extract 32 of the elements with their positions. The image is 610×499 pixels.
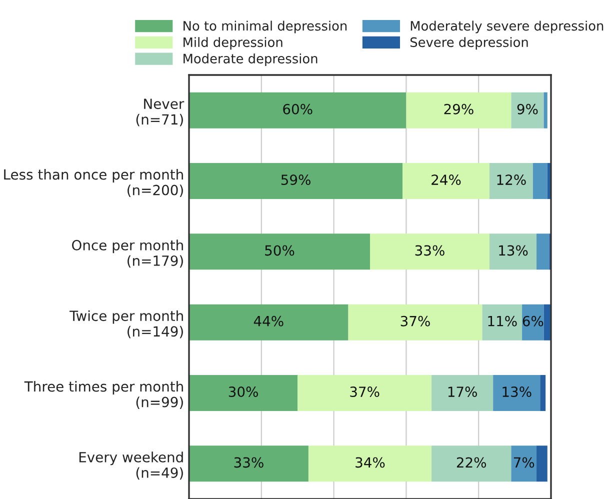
data-label: 60% [283, 104, 312, 114]
data-label: 29% [444, 104, 474, 114]
data-label: 7% [514, 457, 534, 468]
data-label: 59% [281, 174, 310, 186]
legend-label: Severe depression [410, 37, 528, 50]
data-label: 13% [502, 386, 532, 398]
data-label: 17% [448, 386, 477, 398]
data-label: 37% [400, 316, 430, 326]
y-tick-label: Less than once per month (n=200) [4, 169, 183, 197]
y-tick-label: Twice per month (n=149) [70, 310, 183, 338]
data-label: 44% [254, 316, 284, 326]
legend-label: Moderate depression [184, 53, 318, 66]
data-label: 50% [265, 245, 294, 256]
legend-label: Moderately severe depression [410, 20, 604, 34]
y-tick-label: Three times per month (n=99) [24, 381, 183, 409]
y-tick-label: Never (n=71) [136, 98, 184, 126]
y-tick-label: Once per month (n=179) [72, 240, 183, 268]
data-label: 34% [356, 457, 385, 468]
legend-label: No to minimal depression [184, 20, 347, 34]
data-label: 9% [517, 104, 538, 114]
data-label: 6% [522, 316, 544, 326]
legend-label: Mild depression [184, 37, 282, 50]
data-label: 33% [234, 457, 264, 468]
data-label: 13% [499, 245, 528, 256]
data-label: 30% [228, 386, 258, 398]
data-label: 33% [415, 245, 444, 256]
y-tick-label: Every weekend (n=49) [79, 452, 183, 480]
data-label: 24% [432, 174, 461, 186]
data-label: 22% [456, 457, 486, 468]
data-label: 11% [488, 316, 517, 326]
data-label: 37% [350, 386, 380, 398]
data-label: 12% [497, 174, 526, 186]
